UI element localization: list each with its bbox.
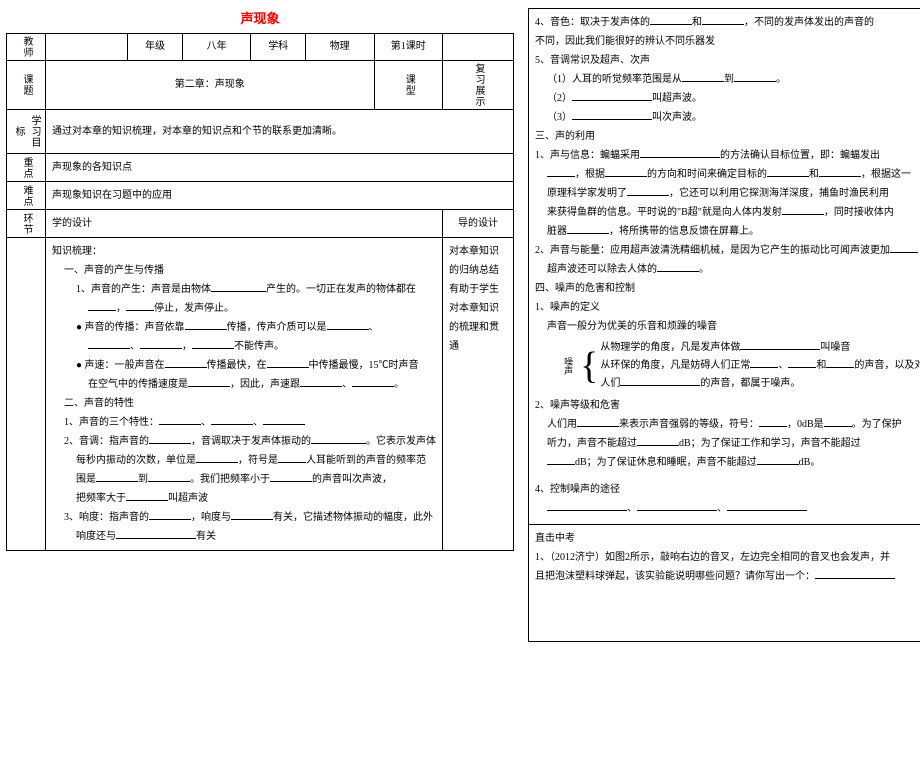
guide-text: 对本章知识的归纳总结有助于学生对本章知识的梳理和贯通 — [443, 238, 514, 551]
subject-value: 物理 — [306, 34, 374, 61]
s1-3: ● 声速：一般声音在传播最快，在中传播最慢，15℃时声音 — [52, 356, 436, 375]
s3-1c: 原理科学家发明了，它还可以利用它探测海洋深度，捕鱼时渔民利用 — [535, 184, 920, 203]
section-side — [7, 238, 46, 551]
s2-2d: 把频率大于叫超声波 — [52, 489, 436, 508]
s1-1: 1、声音的产生：声音是由物体产生的。一切正在发声的物体都在 — [52, 280, 436, 299]
s4-2a: 人们用来表示声音强弱的等级，符号：，0dB是。为了保护 — [535, 415, 920, 434]
lesson-table: 教师 年级 八年 学科 物理 第1课时 课题 第二章：声现象 课型 复习展示 学… — [6, 33, 514, 551]
k-title: 知识梳理： — [52, 242, 436, 261]
s2-2b: 每秒内振动的次数，单位是，符号是人耳能听到的声音的频率范 — [52, 451, 436, 470]
q1a: 1、（2012济宁）如图2所示，敲响右边的音叉，左边完全相同的音叉也会发声，并 — [535, 548, 920, 567]
guide-label: 导的设计 — [443, 210, 514, 238]
p2-l1: 4、音色：取决于发声体的和，不同的发声体发出的声音的 — [535, 13, 920, 32]
s2-2: 2、音调：指声音的，音调取决于发声体振动的。它表示发声体 — [52, 432, 436, 451]
type-value: 复习展示 — [443, 61, 514, 110]
s4-title: 四、噪声的危害和控制 — [535, 279, 920, 298]
s3-1b: ，根据的方向和时间来确定目标的和，根据这一 — [535, 165, 920, 184]
s3-title: 三、声的利用 — [535, 127, 920, 146]
type-label: 课型 — [374, 61, 443, 110]
teacher-label: 教师 — [7, 34, 46, 61]
s1-2: ● 声音的传播：声音依靠传播，传声介质可以是、 — [52, 318, 436, 337]
s4-2b: 听力，声音不能超过dB；为了保证工作和学习，声音不能超过 — [535, 434, 920, 453]
page-left: 声现象 教师 年级 八年 学科 物理 第1课时 课题 第二章：声现象 课型 复习… — [6, 8, 514, 642]
diff-label: 难点 — [7, 182, 46, 210]
s3-2b: 超声波还可以除去人体的。 — [535, 260, 920, 279]
s4-1a: 声音一般分为优美的乐音和烦躁的噪音 — [535, 317, 920, 336]
s2-1: 1、声音的三个特性：、、 — [52, 413, 436, 432]
key-text: 声现象的各知识点 — [46, 154, 514, 182]
noise-brace: 噪声 { 从物理学的角度，凡是发声体做叫噪音 从环保的角度，凡是妨碍人们正常、和… — [559, 339, 920, 393]
period-value — [443, 34, 514, 61]
period-label: 第1课时 — [374, 34, 443, 61]
p2-l4: （2）叫超声波。 — [535, 89, 920, 108]
s4-4line: 、、 — [535, 499, 920, 518]
s3-1: 1、声与信息：蝙蝠采用的方法确认目标位置，即：蝙蝠发出 — [535, 146, 920, 165]
s1-1b: ，停止，发声停止。 — [52, 299, 436, 318]
s3-1d: 来获得鱼群的信息。平时说的"B超"就是向人体内发射，同时接收体内 — [535, 203, 920, 222]
teacher-value — [46, 34, 128, 61]
goal-label: 学习目标 — [7, 110, 46, 154]
design-label: 学的设计 — [46, 210, 443, 238]
s2-title: 二、声音的特性 — [52, 394, 436, 413]
exam-title: 直击中考 — [535, 529, 920, 548]
brace-label: 噪声 — [559, 339, 578, 393]
s4-2: 2、噪声等级和危害 — [535, 396, 920, 415]
p2-l2: 5、音调常识及超声、次声 — [535, 51, 920, 70]
section-label: 环节 — [7, 210, 46, 238]
q1b: 且把泡沫塑料球弹起，该实验能说明哪些问题？请你写出一个： — [535, 567, 920, 586]
topic-value: 第二章：声现象 — [46, 61, 375, 110]
brace-icon: { — [578, 339, 600, 393]
key-label: 重点 — [7, 154, 46, 182]
s2-3b: 响度还与有关 — [52, 527, 436, 546]
s2-2c: 围是到。我们把频率小于的声音叫次声波， — [52, 470, 436, 489]
s4-4: 4、控制噪声的途径 — [535, 480, 920, 499]
doc-title: 声现象 — [6, 8, 514, 27]
p2-l1b: 不同，因此我们能很好的辨认不同乐器发 — [535, 32, 920, 51]
s3-1e: 脏器，将所携带的信息反馈在屏幕上。 — [535, 222, 920, 241]
subject-label: 学科 — [251, 34, 306, 61]
brace-content: 从物理学的角度，凡是发声体做叫噪音 从环保的角度，凡是妨碍人们正常、和的声音，以… — [600, 339, 920, 393]
p2-l5: （3）叫次声波。 — [535, 108, 920, 127]
page2-content: 4、音色：取决于发声体的和，不同的发声体发出的声音的 不同，因此我们能很好的辨认… — [528, 8, 920, 642]
p2-l3: （1）人耳的听觉频率范围是从到。 — [535, 70, 920, 89]
s3-2: 2、声音与能量：应用超声波清洗精细机械，是因为它产生的振动比可闻声波更加 — [535, 241, 920, 260]
topic-label: 课题 — [7, 61, 46, 110]
s1-title: 一、声音的产生与传播 — [52, 261, 436, 280]
goal-text: 通过对本章的知识梳理，对本章的知识点和个节的联系更加清晰。 — [46, 110, 514, 154]
s1-2b: 、，不能传声。 — [52, 337, 436, 356]
knowledge-body: 知识梳理： 一、声音的产生与传播 1、声音的产生：声音是由物体产生的。一切正在发… — [46, 238, 443, 551]
s4-1: 1、噪声的定义 — [535, 298, 920, 317]
grade-label: 年级 — [128, 34, 183, 61]
page-right: 4、音色：取决于发声体的和，不同的发声体发出的声音的 不同，因此我们能很好的辨认… — [528, 8, 920, 642]
grade-value: 八年 — [182, 34, 250, 61]
s1-3b: 在空气中的传播速度是，因此，声速跟、。 — [52, 375, 436, 394]
s2-3: 3、响度：指声音的，响度与有关，它描述物体振动的幅度，此外 — [52, 508, 436, 527]
s4-2c: dB；为了保证休息和睡眠，声音不能超过dB。 — [535, 453, 920, 472]
diff-text: 声现象知识在习题中的应用 — [46, 182, 514, 210]
